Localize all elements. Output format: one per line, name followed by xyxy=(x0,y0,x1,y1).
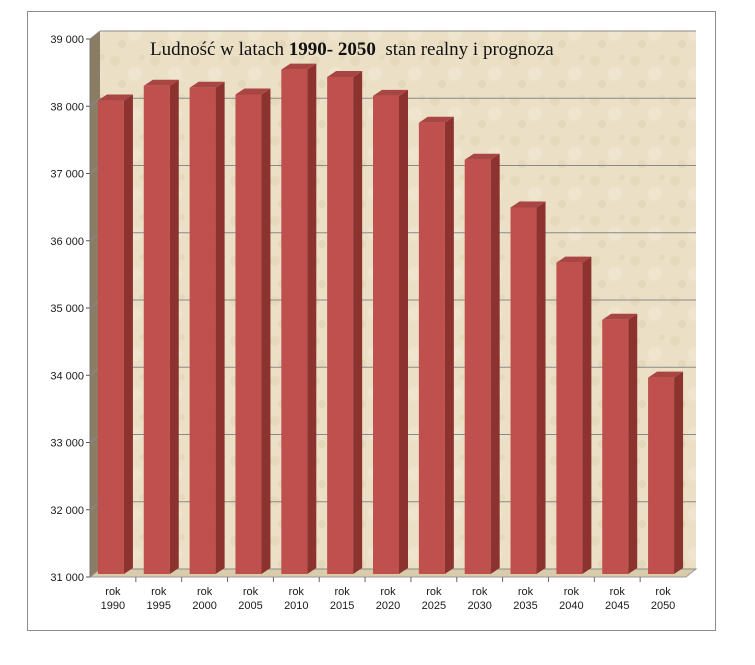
bar xyxy=(143,79,179,574)
bar-side xyxy=(674,371,684,574)
x-tick-label: rok 1995 xyxy=(147,586,171,612)
bar-side xyxy=(490,153,500,574)
bar-side xyxy=(399,89,408,575)
bar-front xyxy=(281,69,308,575)
bar xyxy=(281,63,317,575)
gridline-depth xyxy=(89,97,101,107)
bar xyxy=(189,81,225,574)
bar xyxy=(556,256,592,574)
bar-side xyxy=(307,63,317,575)
y-tick-label: 38 000 xyxy=(50,101,84,113)
bar-top xyxy=(648,371,684,378)
x-tick-label: rok 2020 xyxy=(376,586,400,612)
bar-front xyxy=(418,122,445,575)
chart-title: Ludność w latach 1990- 2050 stan realny … xyxy=(150,39,554,60)
bar xyxy=(648,371,684,574)
bar xyxy=(235,88,271,575)
chart-svg: 31 000 32 000 33 000 34 000 35 000 36 000 37 0… xyxy=(50,30,698,612)
bar-top xyxy=(143,79,179,86)
bar-top xyxy=(373,89,408,96)
bar xyxy=(510,201,546,574)
bar xyxy=(464,153,500,574)
bar xyxy=(327,71,363,574)
bar-top xyxy=(464,153,500,160)
x-tick-label: rok 2045 xyxy=(605,586,629,612)
x-tick-label: rok 2040 xyxy=(559,586,583,612)
bar-side xyxy=(215,81,225,574)
bar-side xyxy=(628,313,638,574)
bar-top xyxy=(556,256,592,263)
bar-front xyxy=(143,85,170,574)
y-tick-label: 34 000 xyxy=(50,370,84,382)
y-tick-label: 31 000 xyxy=(50,572,84,584)
chart-frame: 31 000 32 000 33 000 34 000 35 000 36 000 37 0… xyxy=(27,11,716,631)
x-tick-label: rok 2010 xyxy=(284,586,308,612)
x-tick-label: rok 2050 xyxy=(651,586,675,612)
bar xyxy=(97,94,133,574)
bar-front xyxy=(648,377,675,574)
y-tick-label: 32 000 xyxy=(50,505,84,517)
bar-front xyxy=(327,77,354,574)
bar-front xyxy=(189,87,216,574)
bar-front xyxy=(464,159,491,574)
bar-top xyxy=(281,63,317,70)
y-tick-label: 37 000 xyxy=(50,169,84,181)
bar-front xyxy=(556,262,583,574)
bar-top xyxy=(235,88,271,95)
x-tick-label: rok 2015 xyxy=(330,586,354,612)
bars xyxy=(97,63,684,575)
bar-front xyxy=(602,319,629,574)
bar-front xyxy=(235,94,262,575)
bar-top xyxy=(602,313,638,320)
y-tick-label: 36 000 xyxy=(50,236,84,248)
bar-top xyxy=(418,116,454,123)
x-tick-label: rok 2000 xyxy=(192,586,216,612)
bar-front xyxy=(97,100,124,574)
x-tick-label: rok 2035 xyxy=(513,586,537,612)
bar-top xyxy=(97,94,133,101)
y-axis-tick-labels: 31 000 32 000 33 000 34 000 35 000 36 000 37 0… xyxy=(50,34,91,584)
gridline-depth xyxy=(89,30,101,40)
bar-side xyxy=(123,94,133,574)
y-tick-label: 33 000 xyxy=(50,438,84,450)
bar-side xyxy=(261,88,271,575)
x-tick-label: rok 1990 xyxy=(101,586,125,612)
bar-side xyxy=(444,116,454,575)
x-tick-label: rok 2005 xyxy=(238,586,262,612)
x-axis-tick-labels: rok 1990 rok 1995 rok 2000 rok 2005 rok 2010 rok 20… xyxy=(101,577,675,612)
bar xyxy=(373,89,408,575)
bar-side xyxy=(169,79,179,574)
y-tick-label: 35 000 xyxy=(50,303,84,315)
bar-front xyxy=(373,95,399,575)
bar xyxy=(418,116,454,575)
bar-side xyxy=(582,256,592,574)
bar xyxy=(602,313,638,574)
x-tick-label: rok 2025 xyxy=(422,586,446,612)
y-tick-label: 39 000 xyxy=(50,34,84,46)
bar-top xyxy=(189,81,225,88)
bar-top xyxy=(327,71,363,78)
bar-side xyxy=(353,71,363,574)
x-tick-label: rok 2030 xyxy=(467,586,491,612)
bar-front xyxy=(510,207,537,574)
bar-side xyxy=(536,201,546,574)
bar-top xyxy=(510,201,546,208)
